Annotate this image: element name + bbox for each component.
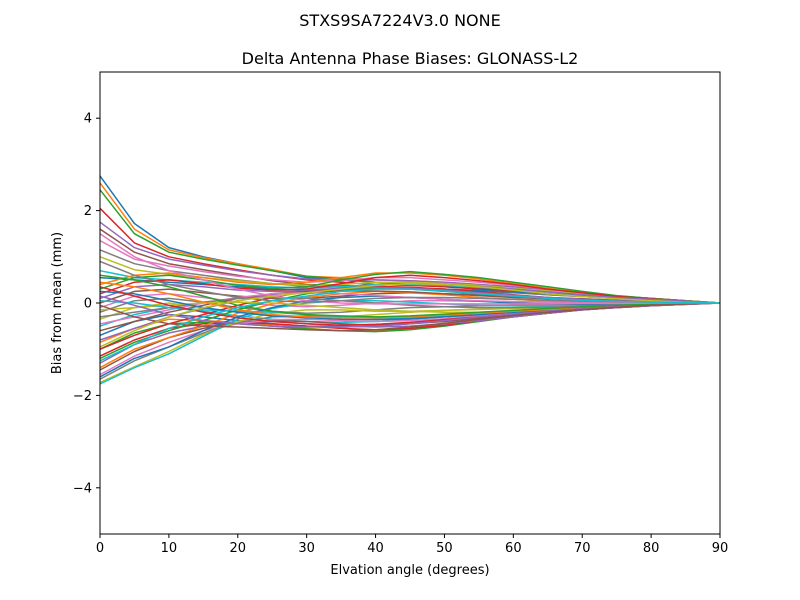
y-tick-label: −2 bbox=[73, 389, 92, 404]
x-tick-label: 60 bbox=[505, 541, 522, 556]
x-tick-label: 80 bbox=[643, 541, 660, 556]
chart-title: Delta Antenna Phase Biases: GLONASS-L2 bbox=[242, 49, 579, 68]
series-layer bbox=[99, 175, 721, 385]
series-line-14 bbox=[99, 274, 721, 304]
series-line-50 bbox=[99, 288, 721, 362]
chart-suptitle: STXS9SA7224V3.0 NONE bbox=[299, 11, 500, 30]
x-tick-label: 90 bbox=[712, 541, 729, 556]
series-line-49 bbox=[99, 282, 721, 348]
x-tick-label: 0 bbox=[96, 541, 104, 556]
x-tick-label: 20 bbox=[230, 541, 247, 556]
y-tick-label: 0 bbox=[84, 297, 92, 312]
x-tick-label: 40 bbox=[367, 541, 384, 556]
y-tick-label: −4 bbox=[73, 481, 92, 496]
y-tick-label: 4 bbox=[84, 112, 92, 127]
series-line-46 bbox=[99, 302, 721, 332]
y-axis-ticks: −4 −2 0 2 4 bbox=[73, 112, 100, 496]
series-line-47 bbox=[99, 233, 720, 305]
y-axis-label: Bias from mean (mm) bbox=[50, 232, 65, 374]
x-axis-label: Elvation angle (degrees) bbox=[330, 563, 489, 578]
y-tick-label: 2 bbox=[84, 204, 92, 219]
x-tick-label: 50 bbox=[436, 541, 453, 556]
series-line-43 bbox=[99, 274, 721, 318]
x-tick-label: 70 bbox=[574, 541, 591, 556]
x-axis-ticks: 0 10 20 30 40 50 60 70 80 90 bbox=[96, 534, 728, 556]
x-tick-label: 30 bbox=[298, 541, 315, 556]
x-tick-label: 10 bbox=[161, 541, 178, 556]
plot-frame bbox=[99, 71, 721, 535]
